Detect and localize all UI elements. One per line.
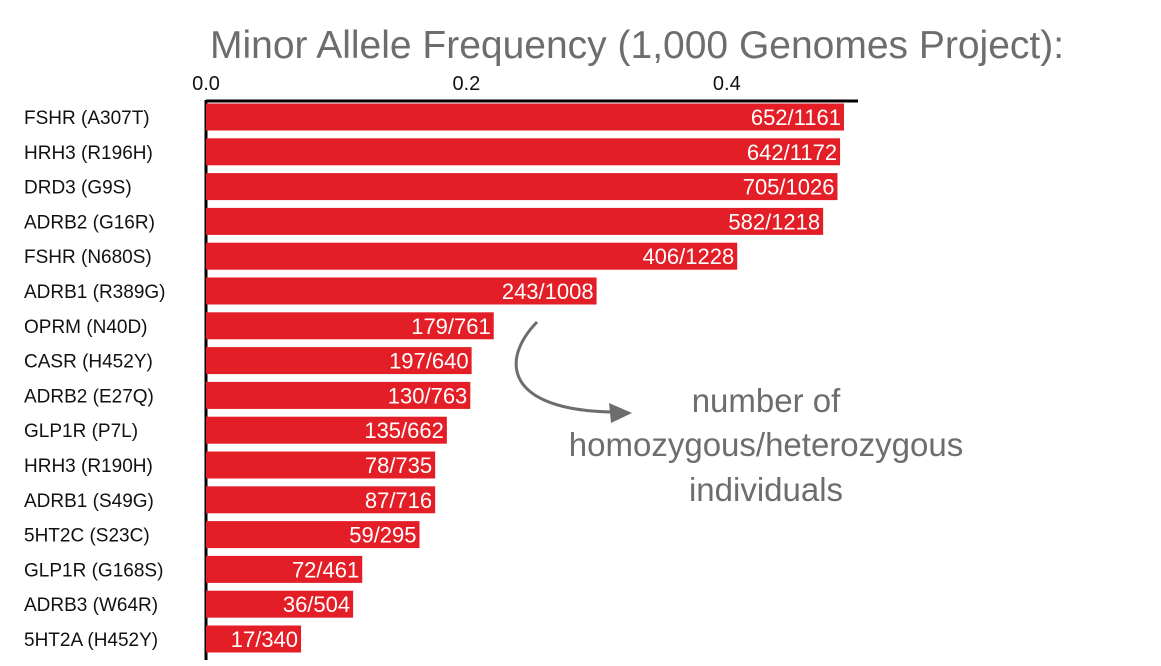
category-label: GLP1R (P7L) <box>24 421 138 442</box>
bar <box>206 555 363 583</box>
data-label: 87/716 <box>365 488 432 513</box>
data-label: 17/340 <box>231 627 298 652</box>
data-label: 130/763 <box>388 383 468 408</box>
bar <box>206 416 447 444</box>
bar <box>206 138 841 166</box>
data-label: 197/640 <box>389 349 469 374</box>
category-label: HRH3 (R190H) <box>24 456 153 477</box>
category-label: FSHR (N680S) <box>24 247 152 268</box>
category-label: ADRB2 (G16R) <box>24 212 155 233</box>
data-label: 135/662 <box>364 418 444 443</box>
bar <box>206 347 472 375</box>
category-label: DRD3 (G9S) <box>24 178 132 199</box>
data-label: 179/761 <box>411 314 491 339</box>
category-label: ADRB1 (R389G) <box>24 282 166 303</box>
category-label: ADRB2 (E27Q) <box>24 386 154 407</box>
data-label: 582/1218 <box>728 209 820 234</box>
data-label: 72/461 <box>292 557 359 582</box>
data-label: 642/1172 <box>747 140 837 165</box>
bar <box>206 242 738 270</box>
data-label: 243/1008 <box>502 279 594 304</box>
annotation-line: number of <box>692 382 841 419</box>
category-label: 5HT2A (H452Y) <box>24 630 158 651</box>
category-label: ADRB3 (W64R) <box>24 595 158 616</box>
bar <box>206 451 436 479</box>
annotation-text: number of homozygous/heterozygous individu… <box>569 382 963 508</box>
x-tick-label: 0.0 <box>192 73 220 95</box>
bar <box>206 590 354 618</box>
bar <box>206 207 824 235</box>
annotation-arrow <box>514 320 613 414</box>
data-label: 705/1026 <box>743 175 835 200</box>
chart-title: Minor Allele Frequency (1,000 Genomes Pr… <box>210 24 1064 67</box>
annotation-arrow-head <box>609 403 632 423</box>
annotation-line: individuals <box>689 471 843 508</box>
x-axis-ticks: 0.0 0.2 0.4 <box>192 73 741 95</box>
category-label: GLP1R (G168S) <box>24 560 163 581</box>
bar <box>206 625 302 653</box>
bar <box>206 103 844 131</box>
category-label: CASR (H452Y) <box>24 352 153 373</box>
category-label: ADRB1 (S49G) <box>24 491 154 512</box>
bar <box>206 486 436 514</box>
category-label: 5HT2C (S23C) <box>24 526 150 547</box>
annotation-line: homozygous/heterozygous <box>569 426 963 463</box>
x-tick-label: 0.2 <box>452 73 480 95</box>
data-label: 59/295 <box>349 523 416 548</box>
bar <box>206 521 420 549</box>
x-tick-label: 0.4 <box>713 73 741 95</box>
category-label: FSHR (A307T) <box>24 108 150 129</box>
bar <box>206 312 494 340</box>
bar <box>206 173 838 201</box>
data-label: 36/504 <box>283 592 350 617</box>
category-label: OPRM (N40D) <box>24 317 148 338</box>
data-label: 78/735 <box>365 453 432 478</box>
bar <box>206 277 597 305</box>
bars-group: FSHR (A307T) 652/1161 HRH3 (R196H) 642/1172… <box>24 103 844 653</box>
data-label: 406/1228 <box>642 244 734 269</box>
bar <box>206 381 471 409</box>
data-label: 652/1161 <box>751 105 841 130</box>
category-label: HRH3 (R196H) <box>24 143 153 164</box>
